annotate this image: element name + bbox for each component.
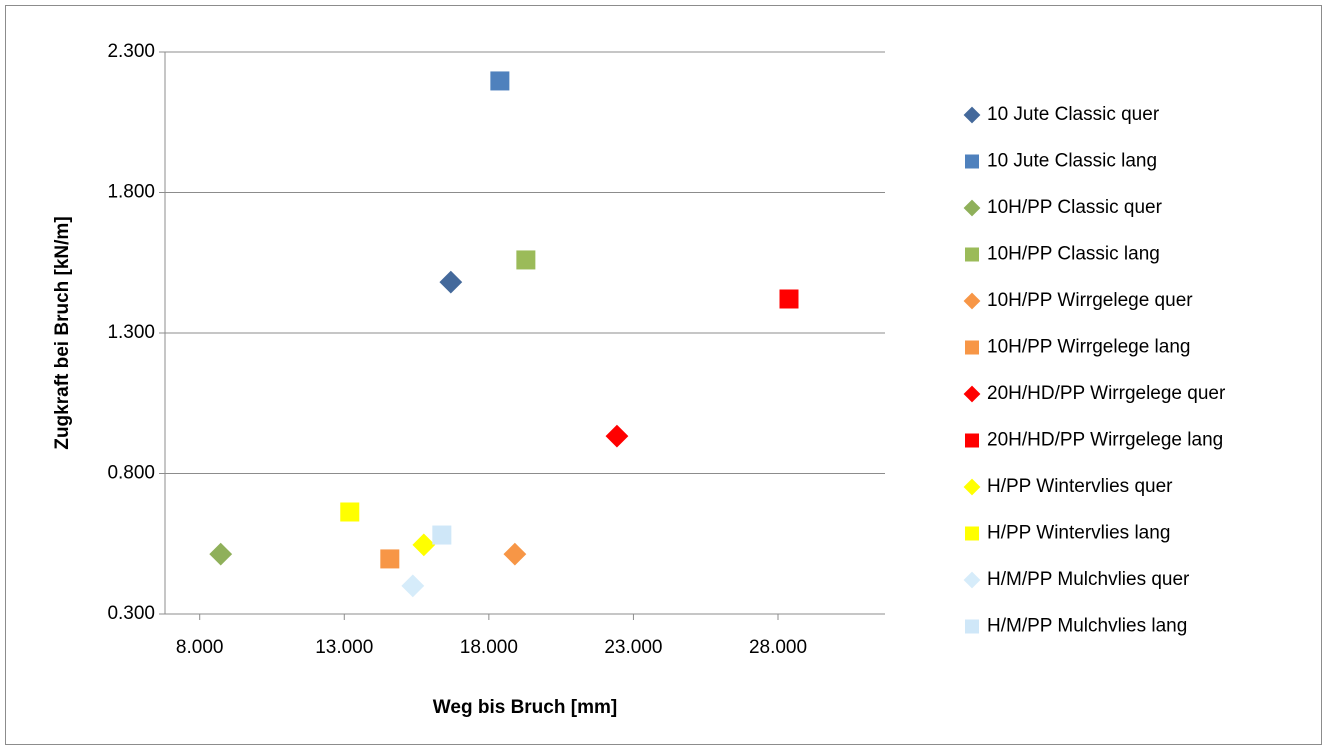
x-tick-label: 8.000 (176, 637, 224, 658)
legend-marker (965, 340, 979, 355)
legend-marker (963, 106, 981, 124)
legend-label: 10 Jute Classic lang (987, 151, 1157, 172)
y-tick-label: 1.300 (107, 322, 155, 343)
y-tick-label: 1.800 (107, 182, 155, 203)
x-tick-label: 23.000 (604, 637, 662, 658)
point (432, 525, 452, 545)
legend-label: 10H/PP Classic lang (987, 244, 1160, 265)
legend-label: 10H/PP Wirrgelege quer (987, 290, 1193, 311)
legend-label: 10H/PP Wirrgelege lang (987, 337, 1190, 358)
legend-label: 10 Jute Classic quer (987, 104, 1160, 125)
point (209, 542, 233, 566)
point (779, 289, 799, 309)
y-tick-label: 0.300 (107, 603, 155, 624)
point (439, 270, 463, 294)
point (401, 574, 425, 598)
legend-marker (965, 247, 979, 262)
y-axis-title: Zugkraft bei Bruch [kN/m] (52, 216, 73, 449)
x-tick-label: 13.000 (315, 637, 373, 658)
legend-label: H/M/PP Mulchvlies quer (987, 569, 1190, 590)
legend-marker (963, 292, 981, 310)
point (516, 250, 536, 270)
legend-marker (965, 526, 979, 541)
legend-marker (963, 571, 981, 589)
legend-marker (963, 385, 981, 403)
legend-label: H/M/PP Mulchvlies lang (987, 616, 1187, 637)
legend-marker (963, 478, 981, 496)
point (503, 542, 527, 566)
legend-marker (965, 433, 979, 448)
y-tick-label: 0.800 (107, 463, 155, 484)
legend-label: 20H/HD/PP Wirrgelege lang (987, 430, 1223, 451)
x-tick-label: 18.000 (460, 637, 518, 658)
legend-label: H/PP Wintervlies quer (987, 476, 1173, 497)
chart-border (5, 5, 1322, 745)
point (490, 71, 510, 91)
y-tick-label: 2.300 (107, 41, 155, 62)
legend-marker (963, 199, 981, 217)
x-axis-title: Weg bis Bruch [mm] (433, 697, 617, 718)
legend-label: 10H/PP Classic quer (987, 197, 1163, 218)
point (380, 549, 400, 569)
legend-marker (965, 619, 979, 634)
legend-label: 20H/HD/PP Wirrgelege quer (987, 383, 1226, 404)
legend-marker (965, 154, 979, 169)
point (340, 502, 360, 522)
point (412, 533, 436, 557)
point (605, 424, 629, 448)
x-tick-label: 28.000 (749, 637, 807, 658)
legend-label: H/PP Wintervlies lang (987, 523, 1170, 544)
